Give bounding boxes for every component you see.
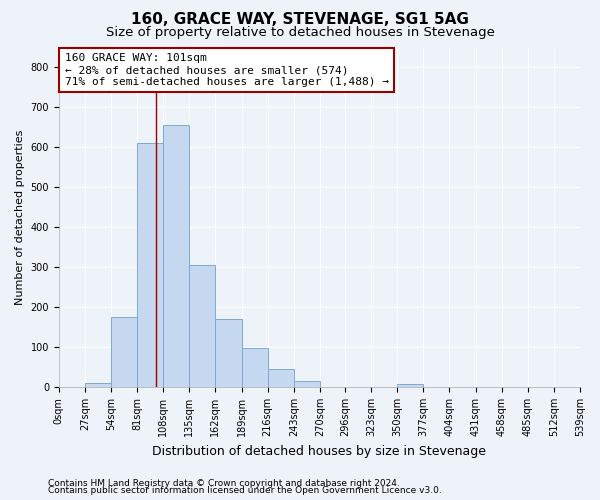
Text: 160, GRACE WAY, STEVENAGE, SG1 5AG: 160, GRACE WAY, STEVENAGE, SG1 5AG <box>131 12 469 28</box>
Text: 160 GRACE WAY: 101sqm
← 28% of detached houses are smaller (574)
71% of semi-det: 160 GRACE WAY: 101sqm ← 28% of detached … <box>65 54 389 86</box>
Bar <box>215 319 242 387</box>
X-axis label: Distribution of detached houses by size in Stevenage: Distribution of detached houses by size … <box>152 444 487 458</box>
Text: Contains public sector information licensed under the Open Government Licence v3: Contains public sector information licen… <box>48 486 442 495</box>
Bar <box>137 144 163 387</box>
Bar <box>163 126 190 387</box>
Text: Contains HM Land Registry data © Crown copyright and database right 2024.: Contains HM Land Registry data © Crown c… <box>48 478 400 488</box>
Bar <box>85 383 111 387</box>
Bar <box>397 384 424 387</box>
Bar <box>268 369 294 387</box>
Bar <box>294 381 320 387</box>
Bar <box>190 265 215 387</box>
Y-axis label: Number of detached properties: Number of detached properties <box>15 130 25 305</box>
Bar <box>242 348 268 387</box>
Bar <box>111 317 137 387</box>
Text: Size of property relative to detached houses in Stevenage: Size of property relative to detached ho… <box>106 26 494 39</box>
